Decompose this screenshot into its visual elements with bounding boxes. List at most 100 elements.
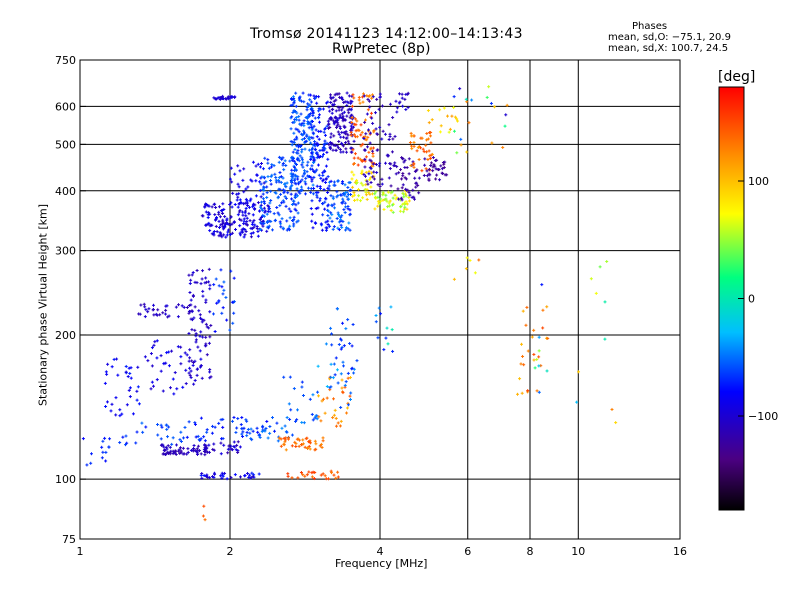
data-point xyxy=(297,97,301,101)
data-point xyxy=(306,160,310,164)
data-point xyxy=(175,443,179,447)
data-point xyxy=(272,212,276,216)
data-point xyxy=(279,225,283,229)
data-point xyxy=(309,187,313,191)
data-point xyxy=(209,323,213,327)
data-point xyxy=(191,271,195,275)
data-point xyxy=(195,268,199,272)
data-point xyxy=(226,451,230,455)
data-point xyxy=(243,474,247,478)
data-point xyxy=(282,375,286,379)
data-point xyxy=(229,223,233,227)
data-point xyxy=(320,228,324,232)
data-point xyxy=(321,173,325,177)
data-point xyxy=(313,140,317,144)
data-point xyxy=(204,444,208,448)
data-point xyxy=(326,219,330,223)
data-point xyxy=(342,124,346,128)
data-point xyxy=(347,193,351,197)
data-point xyxy=(213,330,217,334)
data-point xyxy=(233,473,237,477)
data-point xyxy=(350,344,354,348)
data-point xyxy=(159,443,163,447)
data-point xyxy=(301,165,305,169)
data-point xyxy=(221,437,225,441)
data-point xyxy=(261,224,265,228)
data-point xyxy=(155,356,159,360)
data-point xyxy=(100,445,104,449)
data-point xyxy=(311,418,315,422)
data-point xyxy=(174,452,178,456)
data-point xyxy=(310,167,314,171)
data-point xyxy=(140,421,144,425)
data-point xyxy=(305,436,309,440)
data-point xyxy=(344,228,348,232)
data-point xyxy=(208,335,212,339)
data-point xyxy=(334,356,338,360)
data-point xyxy=(165,423,169,427)
data-point xyxy=(332,99,336,103)
data-point xyxy=(189,278,193,282)
data-point xyxy=(345,104,349,108)
data-point xyxy=(319,419,323,423)
data-point xyxy=(246,185,250,189)
data-point xyxy=(229,476,233,480)
data-point xyxy=(290,476,294,480)
data-point xyxy=(281,188,285,192)
data-point xyxy=(363,135,367,139)
data-point xyxy=(344,147,348,151)
data-point xyxy=(320,399,324,403)
data-point xyxy=(168,386,172,390)
data-point xyxy=(267,166,271,170)
data-point xyxy=(245,430,249,434)
data-point xyxy=(248,219,252,223)
data-point xyxy=(332,143,336,147)
data-point xyxy=(320,155,324,159)
data-point xyxy=(156,308,160,312)
data-point xyxy=(350,120,354,124)
data-point xyxy=(325,385,329,389)
data-point xyxy=(201,289,205,293)
data-point xyxy=(326,190,330,194)
data-point xyxy=(305,473,309,477)
data-point xyxy=(300,150,304,154)
data-point xyxy=(280,201,284,205)
data-point xyxy=(314,128,318,132)
data-point xyxy=(275,206,279,210)
data-point xyxy=(361,95,365,99)
data-point xyxy=(338,126,342,130)
data-point xyxy=(348,376,352,380)
data-point xyxy=(356,163,360,167)
data-point xyxy=(340,130,344,134)
data-point xyxy=(234,227,238,231)
data-point xyxy=(118,414,122,418)
data-point xyxy=(190,318,194,322)
data-point xyxy=(139,303,143,307)
plot-grid xyxy=(80,60,680,539)
data-point xyxy=(349,130,353,134)
data-point xyxy=(297,145,301,149)
data-point xyxy=(281,176,285,180)
data-point xyxy=(283,195,287,199)
data-point xyxy=(386,342,390,346)
data-point xyxy=(260,220,264,224)
data-point xyxy=(266,161,270,165)
data-point xyxy=(217,205,221,209)
data-point xyxy=(332,183,336,187)
data-point xyxy=(336,226,340,230)
data-point xyxy=(254,194,258,198)
data-point xyxy=(356,156,360,160)
data-point xyxy=(346,376,350,380)
data-point xyxy=(254,164,258,168)
data-point xyxy=(329,362,333,366)
data-point xyxy=(311,136,315,140)
data-point xyxy=(303,180,307,184)
data-point xyxy=(193,421,197,425)
data-point xyxy=(318,444,322,448)
data-point xyxy=(292,217,296,221)
data-point xyxy=(349,146,353,150)
data-point xyxy=(128,371,132,375)
data-point xyxy=(341,119,345,123)
data-point xyxy=(196,444,200,448)
data-point xyxy=(174,305,178,309)
